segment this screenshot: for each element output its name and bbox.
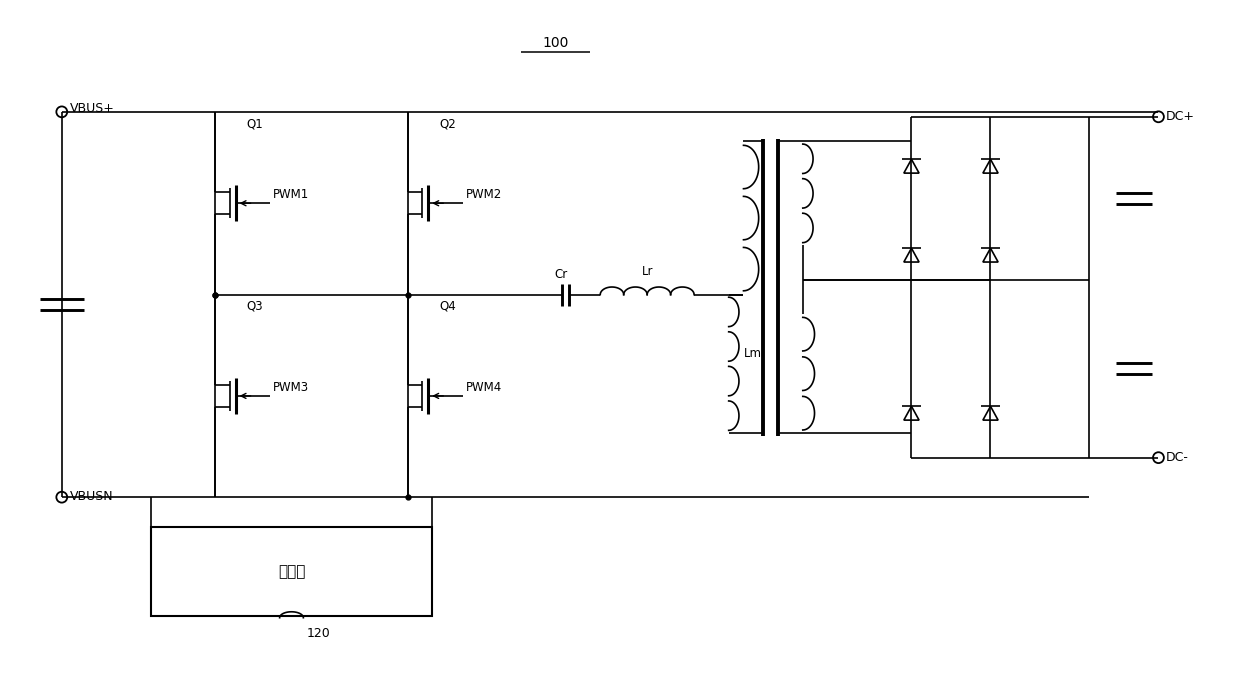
Text: Q1: Q1 xyxy=(247,117,263,130)
Text: Lm: Lm xyxy=(744,348,761,360)
Text: DC+: DC+ xyxy=(1166,110,1194,124)
Text: Lr: Lr xyxy=(641,265,653,278)
Text: Q2: Q2 xyxy=(439,117,456,130)
Text: DC-: DC- xyxy=(1166,451,1188,464)
Text: Q4: Q4 xyxy=(439,300,456,313)
Text: VBUS+: VBUS+ xyxy=(69,103,114,115)
Text: PWM2: PWM2 xyxy=(466,188,502,201)
Text: VBUSN: VBUSN xyxy=(69,490,113,502)
Text: 120: 120 xyxy=(306,627,330,640)
Text: Cr: Cr xyxy=(554,269,568,281)
Bar xyxy=(151,527,433,616)
Text: 100: 100 xyxy=(543,35,569,50)
Text: PWM1: PWM1 xyxy=(273,188,310,201)
Text: 控制器: 控制器 xyxy=(278,564,305,579)
Text: PWM4: PWM4 xyxy=(466,381,502,394)
Text: Q3: Q3 xyxy=(247,300,263,313)
Text: PWM3: PWM3 xyxy=(273,381,309,394)
